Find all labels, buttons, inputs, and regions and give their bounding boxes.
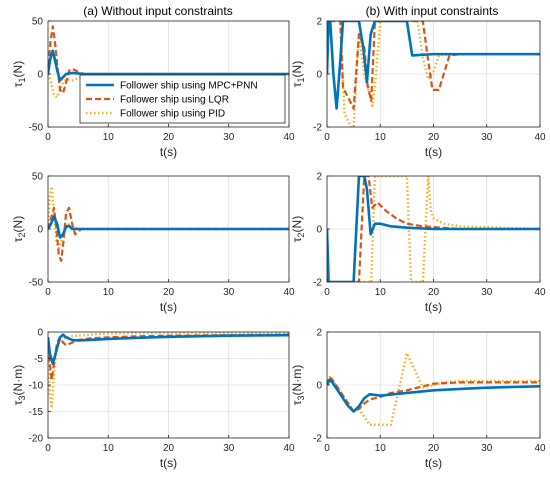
series-line-mpc-pnn <box>327 176 540 282</box>
series-line-lqr <box>327 21 540 110</box>
x-tick-label: 40 <box>283 443 295 454</box>
y-tick-label: 2 <box>316 328 322 339</box>
legend: Follower ship using MPC+PNN Follower ship… <box>79 74 286 124</box>
x-tick-label: 40 <box>283 287 295 298</box>
y-tick-label: 2 <box>316 17 322 28</box>
x-tick-label: 30 <box>481 287 493 298</box>
y-tick-label: -2 <box>313 123 322 134</box>
x-tick-label: 10 <box>375 132 387 143</box>
x-tick-label: 0 <box>45 443 51 454</box>
y-axis-label: τ1(N) <box>290 61 306 87</box>
x-tick-label: 40 <box>534 443 546 454</box>
x-tick-label: 10 <box>103 443 115 454</box>
x-axis-label: t(s) <box>160 145 177 159</box>
x-axis-label: t(s) <box>425 300 442 314</box>
x-tick-label: 30 <box>223 132 235 143</box>
x-tick-label: 20 <box>428 287 440 298</box>
y-tick-label: 0 <box>37 70 43 81</box>
series-line-pid <box>327 176 540 282</box>
y-tick-label: -2 <box>313 434 322 445</box>
x-axis-label: t(s) <box>160 456 177 470</box>
series-line-mpc-pnn <box>48 333 289 366</box>
x-tick-label: 0 <box>324 443 330 454</box>
x-tick-label: 0 <box>45 287 51 298</box>
y-tick-label: 0 <box>316 70 322 81</box>
x-tick-label: 30 <box>481 443 493 454</box>
y-axis-label: τ1(N) <box>11 61 27 87</box>
legend-entry: Follower ship using PID <box>120 109 225 120</box>
x-tick-label: 30 <box>223 443 235 454</box>
y-tick-label: -5 <box>34 354 43 365</box>
y-tick-label: 0 <box>37 328 43 339</box>
x-tick-label: 0 <box>324 287 330 298</box>
x-tick-label: 10 <box>103 132 115 143</box>
series-line-mpc-pnn <box>327 21 540 110</box>
series-line-lqr <box>48 333 289 381</box>
x-tick-label: 10 <box>375 287 387 298</box>
y-axis-label: τ2(N) <box>290 216 306 242</box>
y-tick-label: -15 <box>29 407 44 418</box>
x-tick-label: 10 <box>103 287 115 298</box>
panel-a3: 0 10 20 30 40 -20 -15 -10 -5 0 t(s) τ3(N·m) <box>11 328 295 471</box>
y-tick-label: -50 <box>29 278 44 289</box>
x-axis-label: t(s) <box>425 145 442 159</box>
x-tick-label: 0 <box>324 132 330 143</box>
y-tick-label: -10 <box>29 381 44 392</box>
legend-entry: Follower ship using MPC+PNN <box>120 81 258 92</box>
x-tick-label: 20 <box>163 132 175 143</box>
x-tick-label: 40 <box>283 132 295 143</box>
y-tick-label: -50 <box>29 123 44 134</box>
y-tick-label: 2 <box>316 172 322 183</box>
y-axis-label: τ2(N) <box>11 216 27 242</box>
series-line-mpc-pnn <box>48 49 289 82</box>
x-axis-label: t(s) <box>160 300 177 314</box>
series-line-lqr <box>327 375 540 413</box>
series-line-pid <box>327 21 540 127</box>
x-tick-label: 30 <box>481 132 493 143</box>
y-axis-label: τ3(N·m) <box>11 365 27 405</box>
y-tick-label: -2 <box>313 278 322 289</box>
y-tick-label: 50 <box>32 172 44 183</box>
x-tick-label: 40 <box>534 132 546 143</box>
x-tick-label: 40 <box>534 287 546 298</box>
y-tick-label: -20 <box>29 434 44 445</box>
x-tick-label: 10 <box>375 443 387 454</box>
y-tick-label: 0 <box>316 225 322 236</box>
x-tick-label: 0 <box>45 132 51 143</box>
column-title-a: (a) Without input constraints <box>83 4 232 18</box>
legend-box <box>79 74 286 124</box>
x-tick-label: 30 <box>223 287 235 298</box>
y-tick-label: 0 <box>316 381 322 392</box>
x-tick-label: 20 <box>163 443 175 454</box>
x-tick-label: 20 <box>428 132 440 143</box>
y-tick-label: 0 <box>37 225 43 236</box>
y-tick-label: 50 <box>32 17 44 28</box>
series-line-mpc-pnn <box>48 214 289 239</box>
series-line-mpc-pnn <box>327 378 540 413</box>
x-axis-label: t(s) <box>425 456 442 470</box>
x-tick-label: 20 <box>428 443 440 454</box>
column-title-b: (b) With input constraints <box>366 4 499 18</box>
x-tick-label: 20 <box>163 287 175 298</box>
y-axis-label: τ3(N·m) <box>290 365 306 405</box>
series-line-pid <box>48 332 289 408</box>
legend-entry: Follower ship using LQR <box>120 95 229 106</box>
